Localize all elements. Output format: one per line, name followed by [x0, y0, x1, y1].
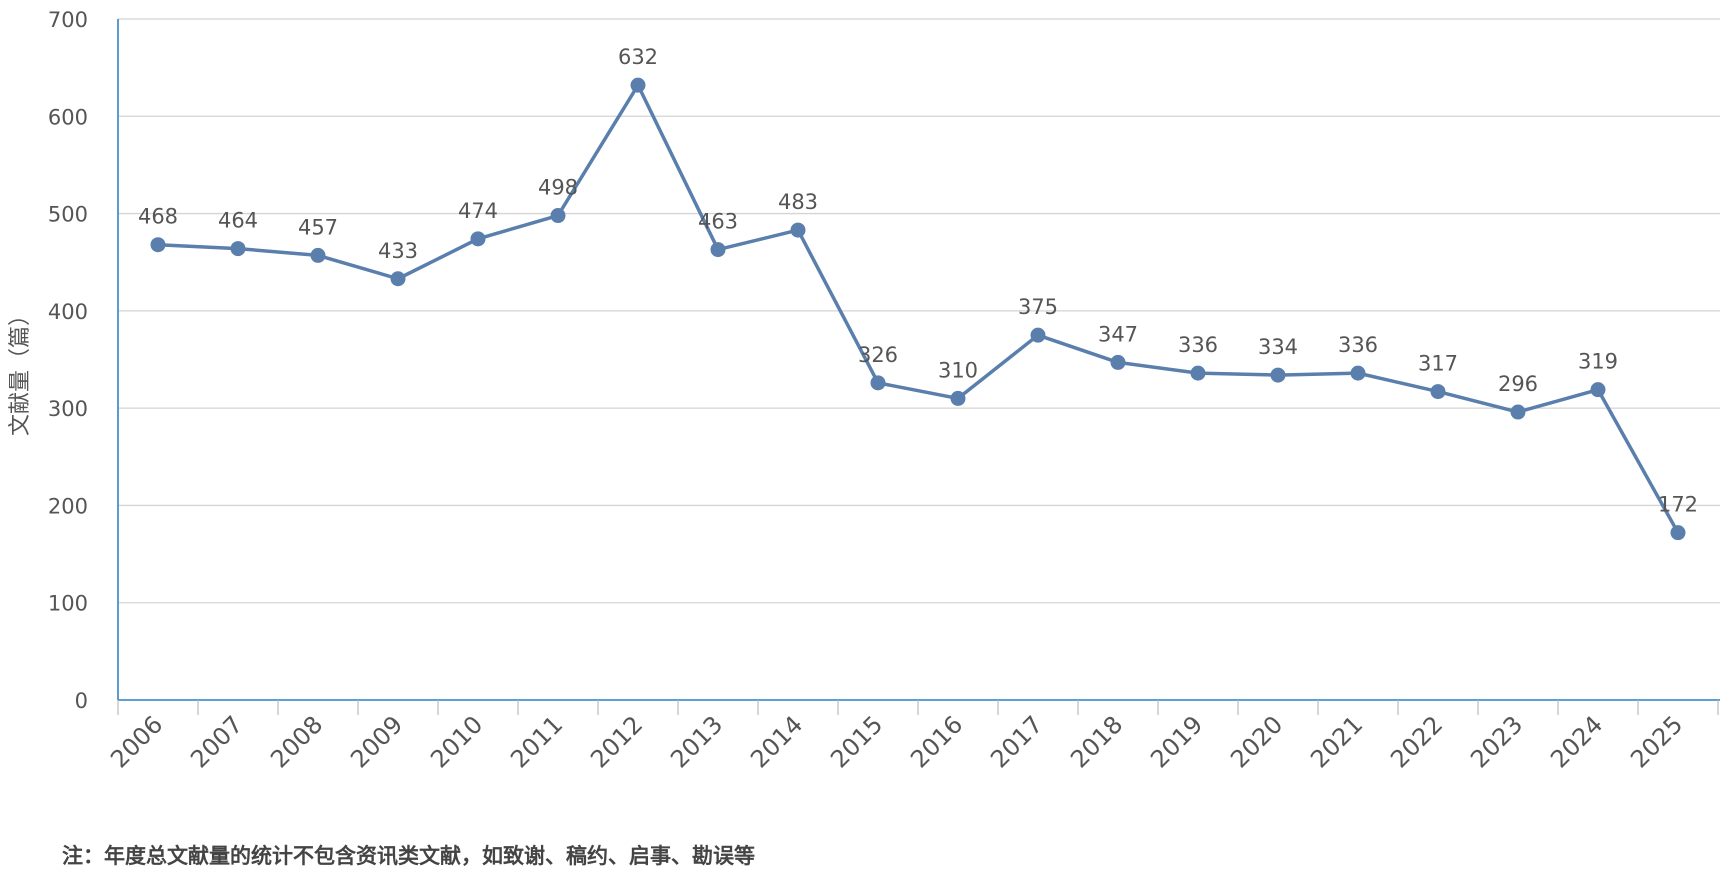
x-tick-label: 2017	[985, 710, 1048, 773]
data-point	[1510, 404, 1526, 420]
data-point	[1590, 382, 1606, 398]
y-tick-label: 300	[48, 397, 88, 421]
x-tick-label: 2023	[1465, 710, 1528, 773]
data-label: 457	[298, 215, 338, 239]
data-label: 433	[378, 239, 418, 263]
x-tick-label: 2008	[265, 710, 328, 773]
grid-lines	[118, 18, 1720, 604]
series-line-layer	[156, 83, 1680, 535]
data-point	[1270, 367, 1286, 383]
data-point	[470, 231, 486, 247]
x-tick-label: 2022	[1385, 710, 1448, 773]
data-point	[150, 237, 166, 253]
x-tick-label: 2014	[745, 710, 808, 773]
data-point	[710, 242, 726, 258]
y-tick-label: 600	[48, 105, 88, 129]
y-tick-label: 700	[48, 8, 88, 32]
x-tick-label: 2021	[1305, 710, 1368, 773]
data-label: 172	[1658, 493, 1698, 517]
data-point	[1670, 525, 1686, 541]
data-labels: 468 464 457 433 474 498 632 463 483 326 310 375 347 3…	[138, 45, 1698, 517]
data-label: 347	[1098, 322, 1138, 346]
x-tick-label: 2013	[665, 710, 728, 773]
series-line	[156, 83, 1680, 535]
x-tick-labels: 2006 2007 2008 2009 2010 2011 2012 2013 2014 2015…	[105, 710, 1688, 773]
data-point	[1110, 354, 1126, 370]
data-label: 468	[138, 205, 178, 229]
data-point	[630, 77, 646, 93]
data-label: 483	[778, 190, 818, 214]
data-label: 319	[1578, 350, 1618, 374]
y-tick-label: 400	[48, 300, 88, 324]
data-label: 375	[1018, 295, 1058, 319]
x-tick-label: 2025	[1625, 710, 1688, 773]
x-tick-label: 2016	[905, 710, 968, 773]
x-tick-label: 2011	[505, 710, 568, 773]
data-point	[390, 271, 406, 287]
x-tick-label: 2015	[825, 710, 888, 773]
data-label: 336	[1178, 333, 1218, 357]
data-point	[310, 247, 326, 263]
x-tick-label: 2024	[1545, 710, 1608, 773]
data-point	[1430, 384, 1446, 400]
data-point	[550, 208, 566, 224]
x-tick-label: 2020	[1225, 710, 1288, 773]
data-point	[950, 390, 966, 406]
data-label: 463	[698, 210, 738, 234]
data-label: 632	[618, 45, 658, 69]
y-tick-label: 0	[75, 689, 88, 713]
data-points	[150, 77, 1686, 541]
x-tick-label: 2019	[1145, 710, 1208, 773]
data-point	[230, 241, 246, 257]
footnote: 注：年度总文献量的统计不包含资讯类文献，如致谢、稿约、启事、勘误等	[62, 844, 755, 868]
x-tick-label: 2010	[425, 710, 488, 773]
data-label: 336	[1338, 333, 1378, 357]
data-point	[790, 222, 806, 238]
data-point	[1190, 365, 1206, 381]
y-tick-label: 500	[48, 203, 88, 227]
y-axis-label: 文献量（篇）	[8, 304, 33, 436]
data-label: 474	[458, 199, 498, 223]
data-label: 317	[1418, 352, 1458, 376]
x-tick-label: 2006	[105, 710, 168, 773]
x-tick-label: 2018	[1065, 710, 1128, 773]
data-point	[1350, 365, 1366, 381]
data-point	[1030, 327, 1046, 343]
data-label: 464	[218, 209, 258, 233]
y-tick-label: 100	[48, 592, 88, 616]
y-tick-labels: 0 100 200 300 400 500 600 700	[48, 8, 88, 713]
data-label: 498	[538, 176, 578, 200]
x-tick-label: 2012	[585, 710, 648, 773]
x-tick-label: 2009	[345, 710, 408, 773]
data-label: 326	[858, 343, 898, 367]
x-tick-label: 2007	[185, 710, 248, 773]
data-label: 334	[1258, 335, 1298, 359]
y-tick-label: 200	[48, 494, 88, 518]
axes	[117, 19, 1720, 715]
data-label: 310	[938, 358, 978, 382]
data-label: 296	[1498, 372, 1538, 396]
data-point	[870, 375, 886, 391]
